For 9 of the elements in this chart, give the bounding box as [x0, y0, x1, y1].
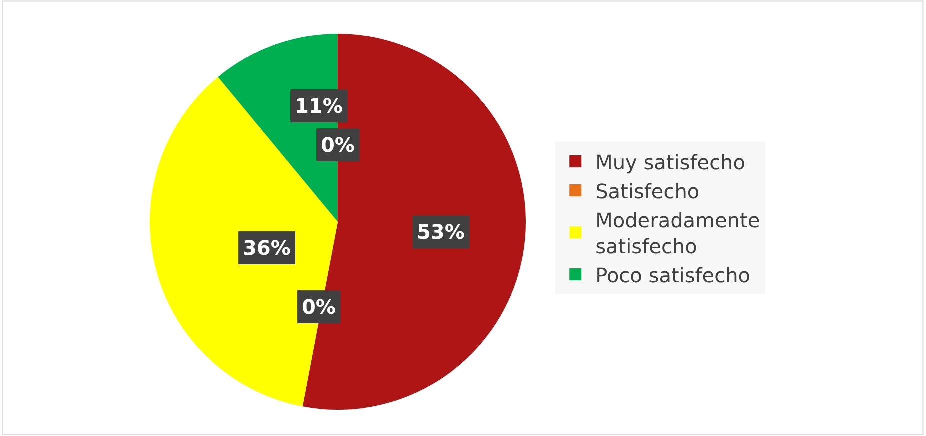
text: 0% — [321, 133, 355, 157]
data-label: 11% — [295, 94, 343, 118]
legend-label: Moderadamente satisfecho — [596, 208, 760, 258]
data-label: 36% — [243, 236, 291, 260]
legend-label: Satisfecho — [596, 179, 700, 204]
text: 0% — [302, 295, 336, 319]
legend-label: Muy satisfecho — [596, 150, 746, 174]
legend-label: Poco satisfecho — [596, 263, 751, 288]
data-label: 53% — [417, 220, 465, 244]
